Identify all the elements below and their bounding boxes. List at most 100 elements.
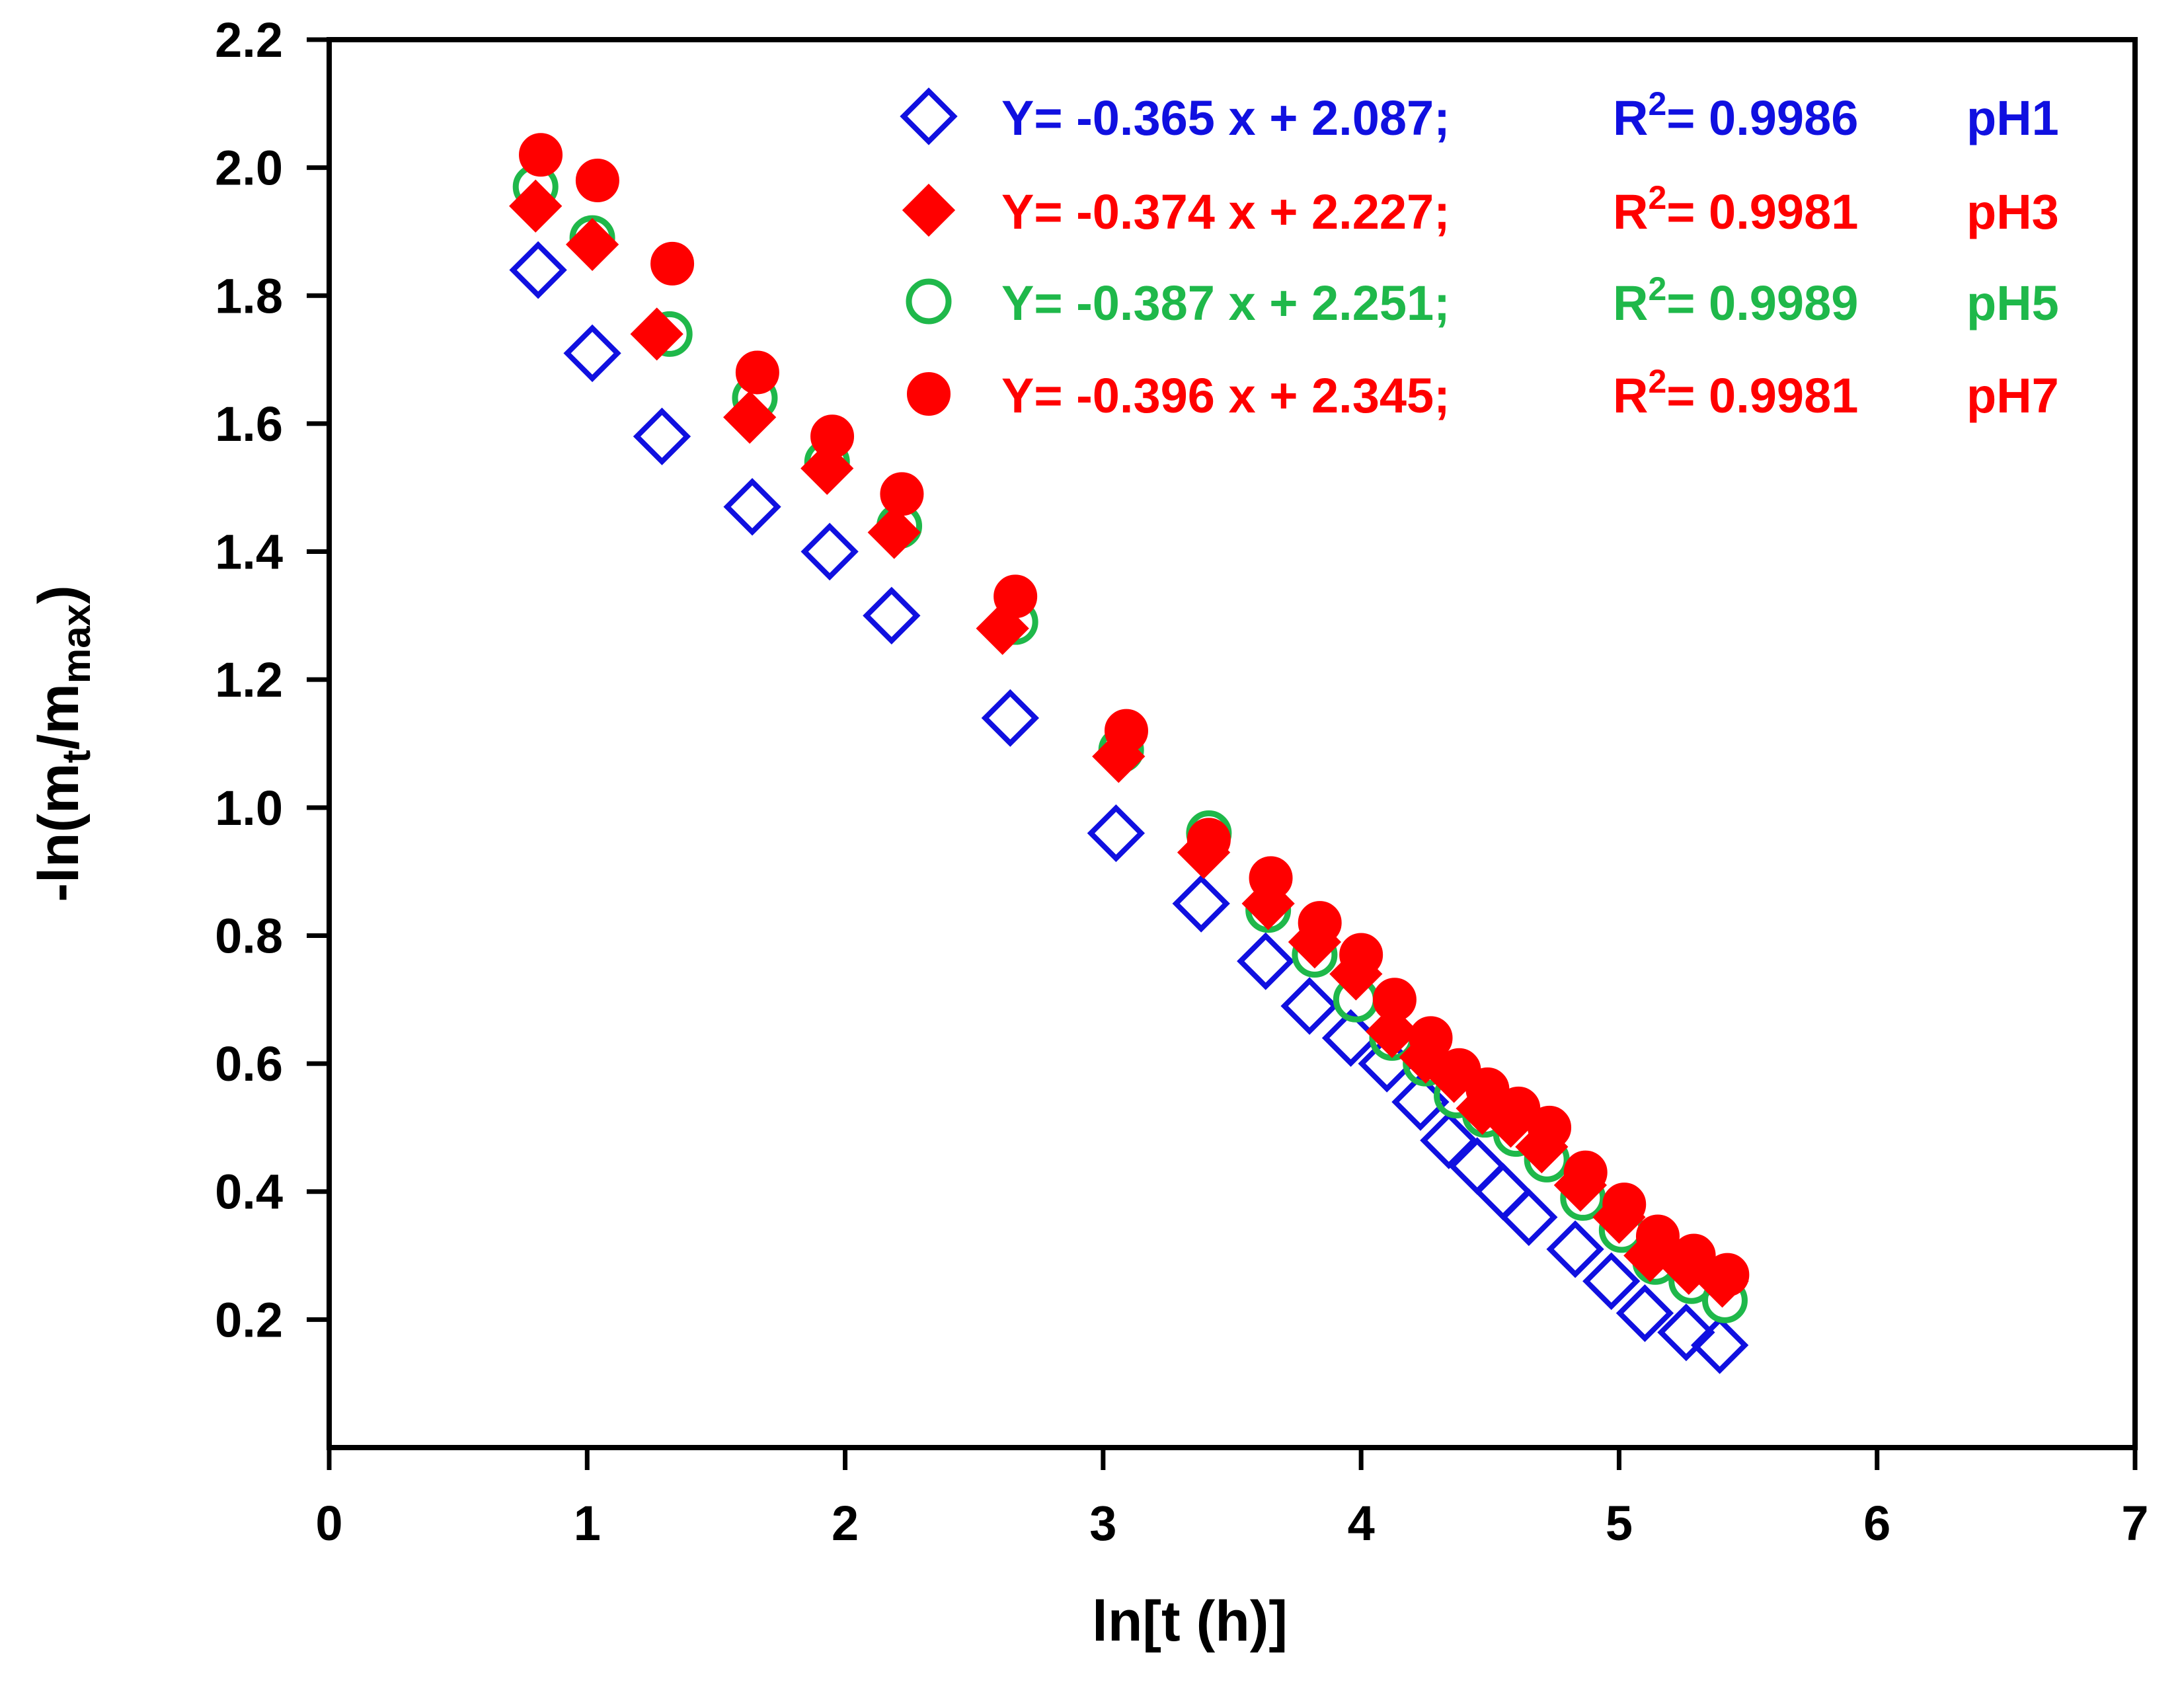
legend-equation: Y= -0.374 x + 2.227;: [1001, 184, 1450, 239]
y-tick-label: 1.2: [215, 652, 283, 707]
data-point-ph3: [723, 391, 777, 444]
plot-frame: [327, 37, 2138, 1450]
x-tick-label: 0: [315, 1496, 342, 1551]
x-tick-label: 7: [2121, 1496, 2148, 1551]
data-point-ph7: [1298, 901, 1342, 945]
y-tick-label: 0.2: [215, 1292, 283, 1347]
data-point-ph3: [565, 217, 619, 271]
data-point-ph1: [1616, 1284, 1674, 1342]
data-point-ph7: [1187, 818, 1231, 862]
y-axis-title: -ln(mt/mmax): [27, 585, 98, 902]
data-point-ph7: [1372, 978, 1417, 1022]
legend-r-squared: R2= 0.9986: [1613, 85, 1858, 145]
legend-entry-ph3: Y= -0.374 x + 2.227; R2= 0.9981 pH3: [902, 179, 2059, 239]
y-tick-label: 1.4: [215, 525, 283, 580]
data-point-ph1: [1280, 977, 1339, 1035]
legend-r-squared: R2= 0.9981: [1613, 363, 1858, 423]
legend-series-name: pH3: [1966, 184, 2059, 239]
data-point-ph1: [1420, 1111, 1478, 1169]
legend-r-squared: R2= 0.9989: [1613, 270, 1858, 330]
y-tick-label: 0.4: [215, 1165, 283, 1220]
data-point-ph7: [650, 241, 695, 286]
series-ph7: [519, 133, 1750, 1297]
data-point-ph7: [1635, 1214, 1680, 1259]
data-point-ph1: [1657, 1303, 1715, 1362]
data-point-ph7: [810, 414, 855, 459]
data-point-ph1: [1500, 1188, 1558, 1247]
y-title-prefix: -ln(m: [27, 763, 91, 902]
x-tick-label: 3: [1089, 1496, 1116, 1551]
data-point-ph7: [1104, 709, 1148, 753]
legend-equation: Y= -0.387 x + 2.251;: [1001, 276, 1450, 330]
y-title-suffix: ): [27, 585, 91, 604]
legend-equation: Y= -0.396 x + 2.345;: [1001, 368, 1450, 423]
legend-marker-ph5: [906, 278, 952, 325]
data-point-ph7: [519, 133, 563, 177]
data-point-ph7: [1602, 1183, 1647, 1227]
data-point-ph1: [1237, 932, 1295, 990]
data-point-ph7: [1528, 1105, 1572, 1149]
data-point-ph1: [1448, 1137, 1506, 1195]
y-tick-label: 1.8: [215, 268, 283, 323]
data-point-ph3: [1365, 1005, 1419, 1058]
data-point-ph7: [1339, 933, 1383, 977]
legend-entry-ph1: Y= -0.365 x + 2.087; R2= 0.9986 pH1: [900, 85, 2059, 145]
x-tick-label: 5: [1606, 1496, 1633, 1551]
data-point-ph7: [1672, 1233, 1716, 1278]
x-tick-label: 6: [1863, 1496, 1890, 1551]
data-point-ph1: [1582, 1252, 1641, 1310]
y-tick-label: 2.0: [215, 141, 283, 196]
legend-marker-ph7: [907, 372, 951, 416]
legend-entry-ph7: Y= -0.396 x + 2.345; R2= 0.9981 pH7: [907, 363, 2059, 423]
legend-series-name: pH1: [1966, 91, 2059, 145]
data-point-ph3: [976, 602, 1029, 655]
data-point-ph1: [1690, 1316, 1749, 1374]
data-point-ph7: [575, 159, 619, 202]
data-point-ph7: [880, 472, 924, 516]
x-tick-label: 4: [1348, 1496, 1375, 1551]
data-point-ph7: [1249, 856, 1293, 900]
legend-equation: Y= -0.365 x + 2.087;: [1001, 91, 1450, 145]
data-point-ph1: [723, 478, 781, 536]
legend-marker-ph1: [900, 87, 958, 145]
y-tick-label: 1.6: [215, 397, 283, 451]
data-point-ph1: [1172, 874, 1230, 933]
legend-marker-ph3: [902, 183, 956, 237]
data-point-ph7: [1563, 1150, 1608, 1194]
y-title-mid: /m: [27, 683, 91, 750]
data-point-ph1: [563, 324, 621, 383]
data-point-ph7: [1705, 1253, 1750, 1297]
legend-series-name: pH7: [1966, 368, 2059, 423]
y-axis-ticks: 0.2 0.4 0.6 0.8 1.0 1.2 1.4 1.6 1.8 2.0 2.2: [215, 13, 329, 1347]
y-tick-label: 0.8: [215, 908, 283, 963]
x-tick-label: 1: [574, 1496, 601, 1551]
data-point-ph7: [993, 574, 1038, 619]
data-point-ph7: [1409, 1016, 1453, 1060]
legend-r-squared: R2= 0.9981: [1613, 179, 1858, 239]
series-ph1: [509, 241, 1749, 1374]
data-point-ph1: [800, 522, 859, 581]
legend-series-name: pH5: [1966, 276, 2059, 330]
data-point-ph7: [735, 350, 779, 395]
series-layer: [509, 133, 1750, 1374]
data-point-ph3: [509, 179, 563, 233]
y-tick-label: 0.6: [215, 1036, 283, 1091]
data-point-ph1: [633, 407, 691, 465]
y-tick-label: 2.2: [215, 13, 283, 67]
legend-entry-ph5: Y= -0.387 x + 2.251; R2= 0.9989 pH5: [906, 270, 2059, 330]
data-point-ph3: [630, 307, 683, 361]
y-title-sub2: max: [54, 604, 98, 683]
x-axis-ticks: 0 1 2 3 4 5 6 7: [315, 1448, 2149, 1551]
data-point-ph1: [1087, 804, 1146, 863]
data-point-ph1: [1474, 1163, 1532, 1221]
data-point-ph1: [1546, 1220, 1604, 1278]
data-point-ph3: [867, 506, 921, 559]
data-point-ph1: [509, 241, 567, 299]
data-point-ph1: [981, 689, 1040, 747]
y-title-sub1: t: [54, 750, 98, 763]
x-axis-title: ln[t (h)]: [1092, 1590, 1288, 1653]
x-tick-label: 2: [832, 1496, 859, 1551]
